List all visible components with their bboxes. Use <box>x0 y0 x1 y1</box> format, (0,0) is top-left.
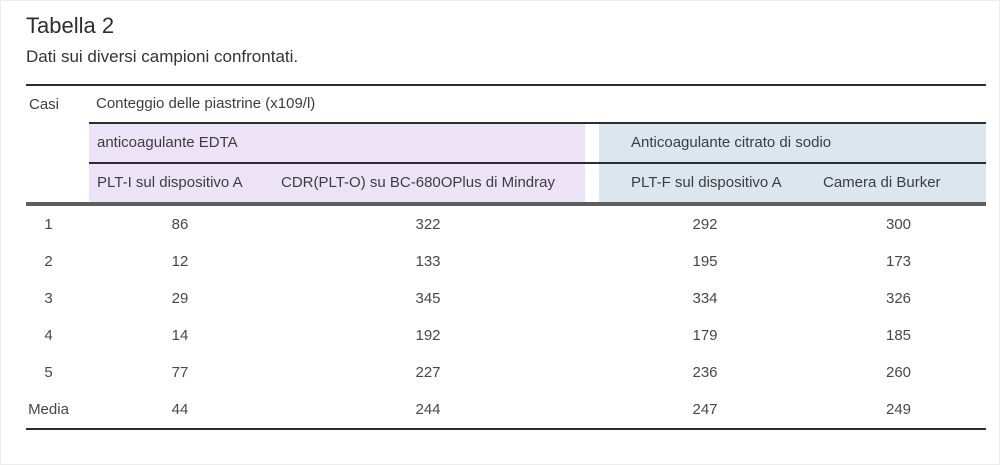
value-plt-i: 44 <box>89 390 271 430</box>
gap-cell <box>585 204 599 243</box>
header-row-spanner: Casi Conteggio delle piastrine (x109/l) <box>26 83 987 124</box>
value-cdr: 133 <box>415 252 441 270</box>
value-cdr: 227 <box>415 363 441 381</box>
group-gap <box>585 122 599 164</box>
header-row-columns: PLT-I sul dispositivo A CDR(PLT-O) su BC… <box>26 162 987 206</box>
table-row-media: Media 44 244 247 249 <box>26 390 987 430</box>
gap-cell <box>585 280 599 317</box>
column-header-plt-f: PLT-F sul dispositivo A <box>599 162 811 206</box>
empty-cell <box>26 123 89 163</box>
table-title: Tabella 2 <box>26 13 115 38</box>
value-plt-i: 29 <box>171 289 189 307</box>
group-header-edta: anticoagulante EDTA <box>89 122 585 164</box>
value-plt-f: 236 <box>692 363 718 381</box>
column-header-casi: Casi <box>26 83 89 123</box>
caso-label: 1 <box>44 215 53 233</box>
gap-cell <box>585 390 599 430</box>
value-camera: 185 <box>886 326 912 344</box>
value-cdr: 192 <box>415 326 441 344</box>
caso-label: 4 <box>44 326 53 344</box>
table-figure: Tabella 2 Dati sui diversi campioni conf… <box>1 1 999 430</box>
gap-cell <box>585 354 599 391</box>
gap-cell <box>585 317 599 354</box>
gap-cell <box>585 243 599 280</box>
column-header-cdr-plt-o: CDR(PLT-O) su BC-680OPlus di Mindray <box>271 162 585 206</box>
header-row-groups: anticoagulante EDTA Anticoagulante citra… <box>26 122 987 164</box>
column-header-camera-burker: Camera di Burker <box>811 162 987 206</box>
caso-label: Media <box>26 390 89 430</box>
value-camera: 326 <box>886 289 912 307</box>
value-camera: 260 <box>886 363 912 381</box>
table-row: 1 86 322 292 300 <box>26 204 986 243</box>
value-plt-f: 195 <box>692 252 718 270</box>
group-header-citrato: Anticoagulante citrato di sodio <box>599 122 987 164</box>
value-plt-i: 77 <box>171 363 189 381</box>
value-cdr: 322 <box>415 215 441 233</box>
caso-label: 3 <box>44 289 53 307</box>
comparison-table: Casi Conteggio delle piastrine (x109/l) … <box>26 83 987 430</box>
value-plt-f: 179 <box>692 326 718 344</box>
value-plt-i: 86 <box>171 215 189 233</box>
column-header-plt-i: PLT-I sul dispositivo A <box>89 162 271 206</box>
value-camera: 249 <box>811 390 987 430</box>
value-plt-f: 292 <box>692 215 718 233</box>
value-cdr: 345 <box>415 289 441 307</box>
table-row: 4 14 192 179 185 <box>26 317 986 354</box>
table-row: 2 12 133 195 173 <box>26 243 986 280</box>
table-row: 5 77 227 236 260 <box>26 354 986 391</box>
value-cdr: 244 <box>271 390 585 430</box>
value-plt-f: 334 <box>692 289 718 307</box>
caso-label: 2 <box>44 252 53 270</box>
column-spanner-conteggio: Conteggio delle piastrine (x109/l) <box>89 83 987 124</box>
value-camera: 300 <box>886 215 912 233</box>
column-gap <box>585 162 599 206</box>
table-caption: Dati sui diversi campioni confrontati. <box>26 47 299 67</box>
value-camera: 173 <box>886 252 912 270</box>
value-plt-f: 247 <box>599 390 811 430</box>
caso-label: 5 <box>44 363 53 381</box>
empty-cell <box>26 162 89 206</box>
table-row: 3 29 345 334 326 <box>26 280 986 317</box>
value-plt-i: 14 <box>171 326 189 344</box>
value-plt-i: 12 <box>171 252 189 270</box>
